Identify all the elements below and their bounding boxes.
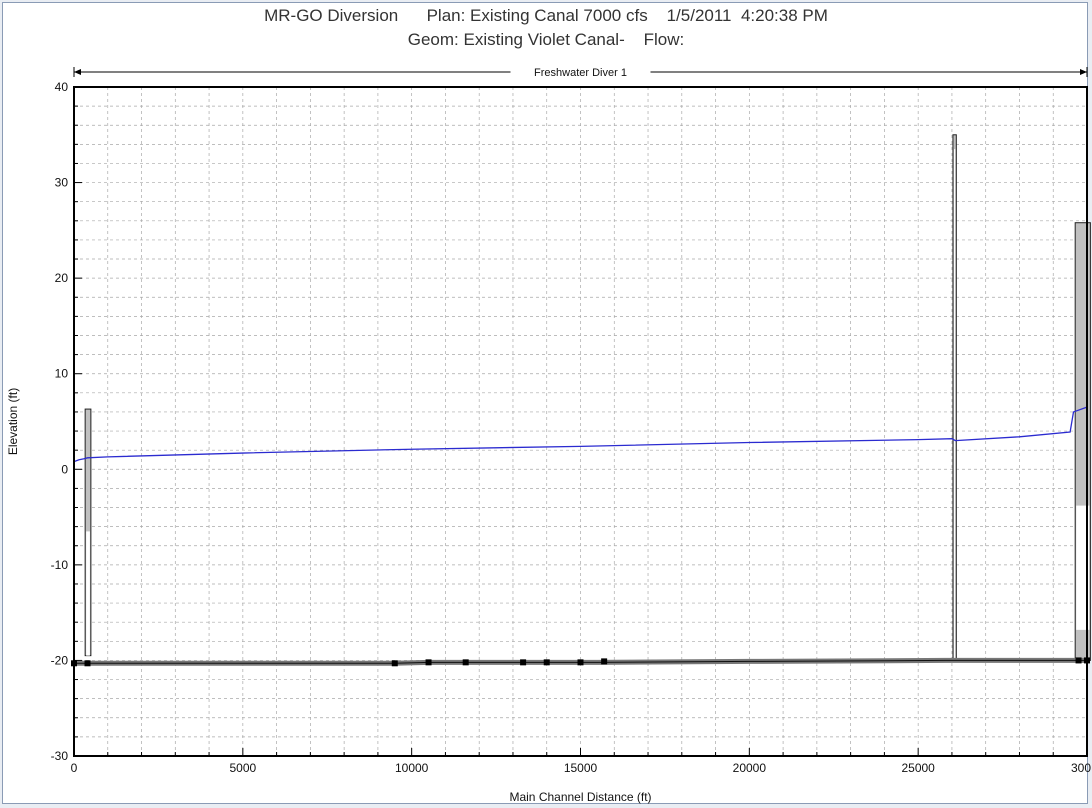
ground-marker: [601, 658, 608, 665]
ground-marker: [391, 660, 398, 667]
labels: Freshwater Diver 1 0 5000 10000 15000 20000 25…: [6, 64, 1091, 804]
y-tick-label: 20: [55, 271, 69, 285]
x-axis-label: Main Channel Distance (ft): [509, 790, 651, 804]
y-axis-label: Elevation (ft): [6, 388, 20, 455]
x-tick-label: 25000: [901, 761, 935, 775]
reach-label: Freshwater Diver 1: [534, 67, 627, 79]
reach-arrow-right: [1080, 69, 1087, 75]
ground-marker: [577, 659, 584, 666]
structure-opening: [86, 531, 90, 656]
chart-subtitle: Geom: Existing Violet Canal- Flow:: [407, 30, 685, 49]
reach-arrow-left: [74, 69, 81, 75]
y-tick-label: 40: [55, 80, 69, 94]
ground-marker: [520, 659, 527, 666]
x-tick-label: 5000: [229, 761, 256, 775]
ground-marker: [84, 660, 91, 667]
ground-marker: [1075, 657, 1082, 664]
chart-title: MR-GO Diversion Plan: Existing Canal 700…: [264, 6, 828, 25]
x-tick-label: 15000: [564, 761, 598, 775]
x-tick-label: 300: [1071, 761, 1091, 775]
x-tick-label: 20000: [733, 761, 767, 775]
structures: [84, 134, 1091, 661]
y-tick-label: 10: [55, 367, 69, 381]
y-tick-label: -10: [51, 558, 69, 572]
plot-border: [73, 86, 1088, 757]
series: [71, 406, 1090, 667]
ground-marker: [425, 659, 432, 666]
ground-marker: [462, 659, 469, 666]
ground-marker: [543, 659, 550, 666]
structure-opening: [953, 149, 956, 661]
y-tick-label: -20: [51, 653, 69, 667]
reach-label-bg: [510, 64, 651, 80]
x-tick-label: 0: [71, 761, 78, 775]
y-tick-label: 30: [55, 176, 69, 190]
ground-centerline: [74, 659, 1087, 664]
water-surface-line: [73, 406, 1088, 463]
y-tick-label: -30: [51, 749, 69, 763]
gridlines: [74, 87, 1087, 756]
y-tick-label: 0: [61, 462, 68, 476]
x-tick-label: 10000: [395, 761, 429, 775]
